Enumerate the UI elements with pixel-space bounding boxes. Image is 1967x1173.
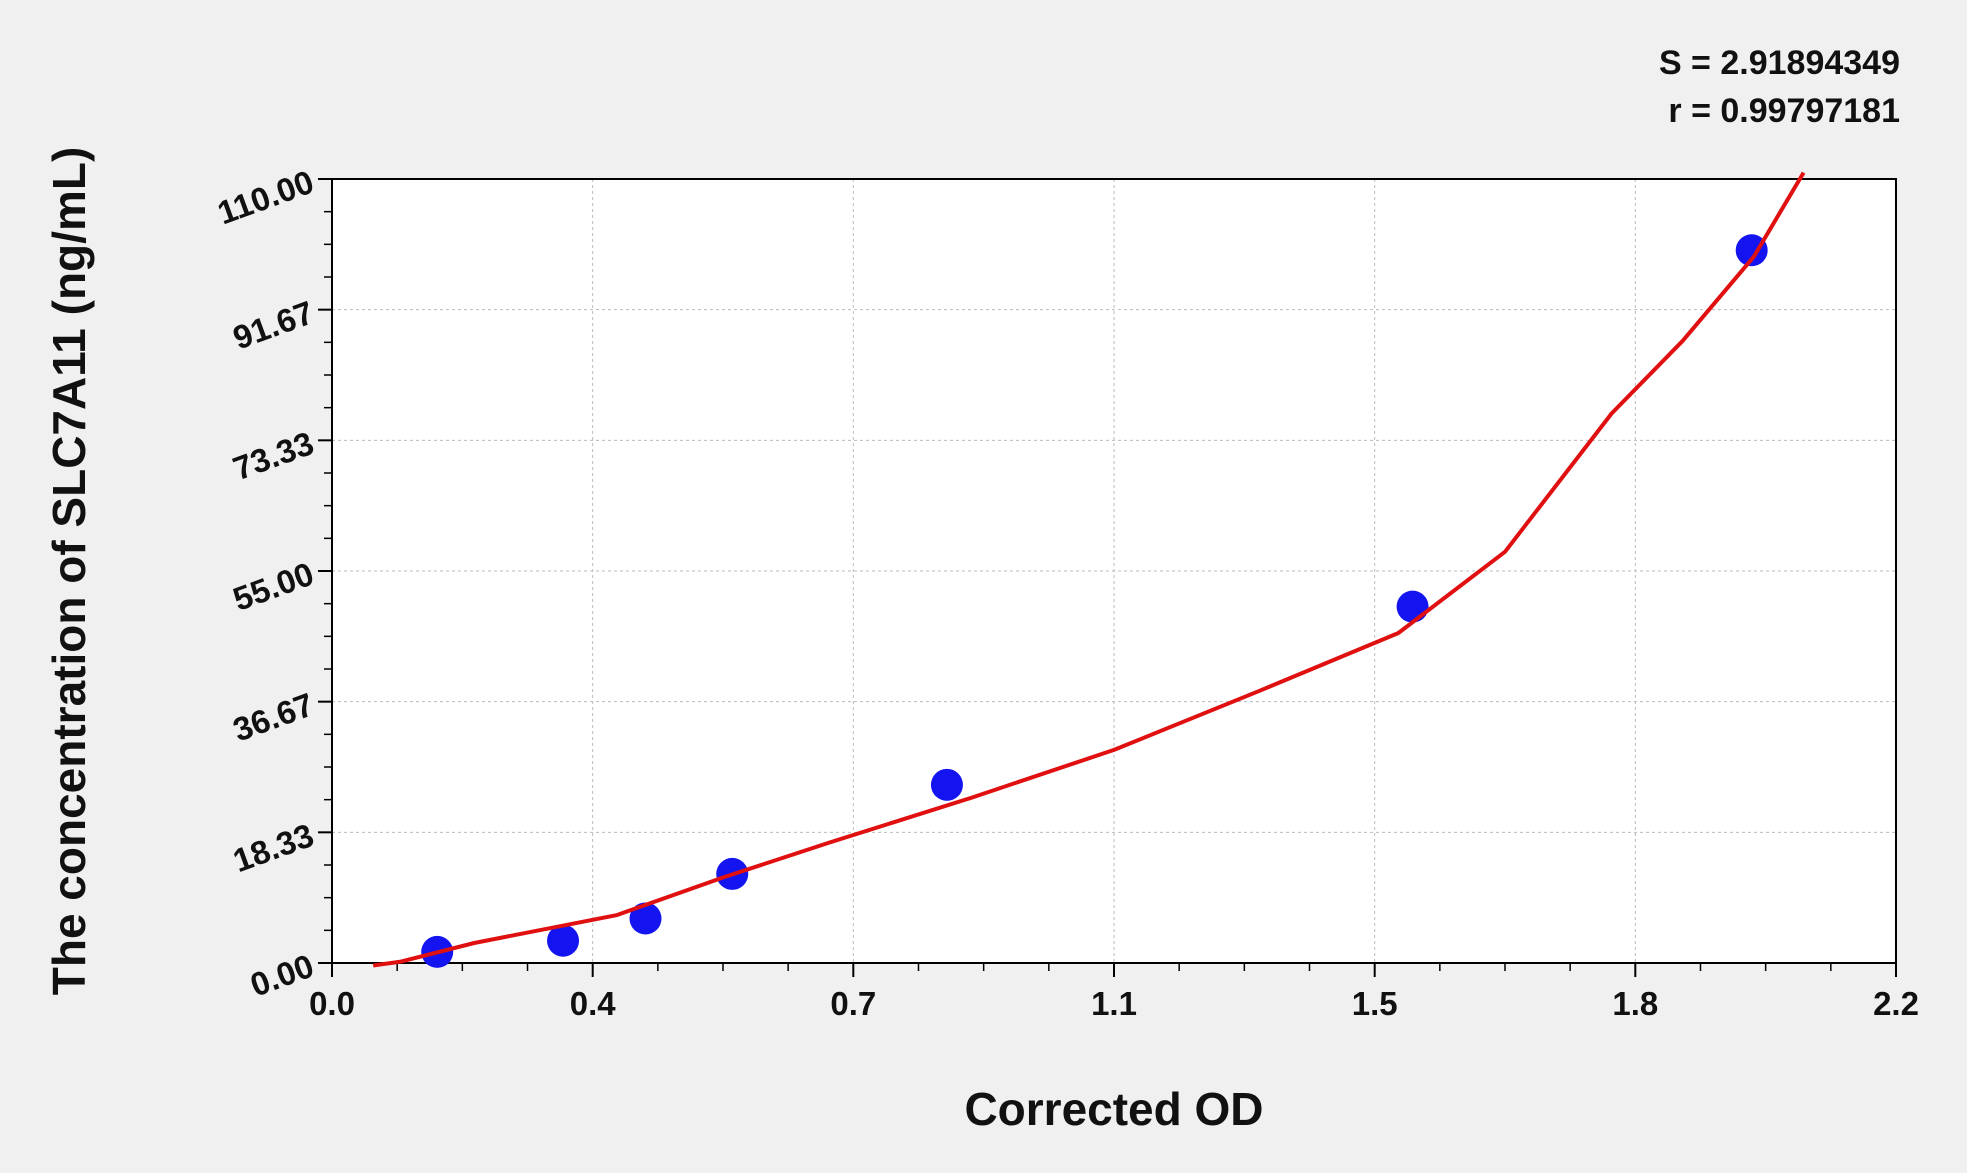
x-tick-label: 0.4 [570,985,617,1022]
y-axis-label: The concentration of SLC7A11 (ng/mL) [43,147,95,996]
data-point [1396,590,1429,623]
annotation: S = 2.91894349 [1659,44,1900,82]
data-point [547,924,580,957]
x-tick-label: 1.1 [1091,985,1137,1022]
x-tick-label: 1.8 [1612,985,1658,1022]
data-point [1735,234,1768,267]
annotation: r = 0.99797181 [1668,92,1900,130]
x-axis-label: Corrected OD [964,1083,1263,1135]
plot-frame [331,178,1897,964]
fit-curve [372,171,1806,968]
data-point [629,902,662,935]
x-tick-label: 0.0 [309,985,355,1022]
x-tick-label: 0.7 [830,985,876,1022]
x-tick-label: 2.2 [1873,985,1919,1022]
data-point [930,768,963,801]
x-tick-label: 1.5 [1352,985,1398,1022]
